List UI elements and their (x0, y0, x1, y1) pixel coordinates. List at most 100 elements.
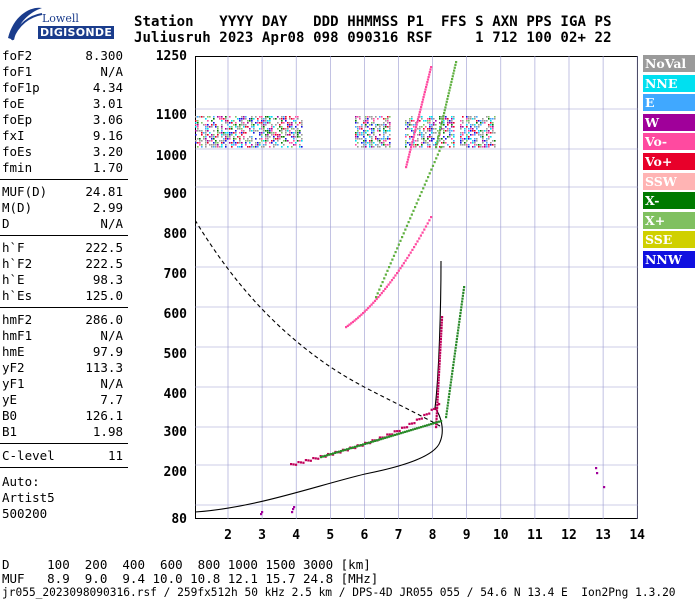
legend-item: SSE (643, 231, 695, 249)
echo-noise (389, 124, 391, 126)
ordinary-echo-point (440, 332, 443, 335)
extraordinary-multihop-point (399, 239, 402, 242)
echo-noise (486, 116, 488, 118)
echo-noise (247, 120, 249, 122)
param-row: C-level 11 (2, 448, 123, 464)
echo-noise (413, 124, 415, 126)
echo-noise (199, 130, 201, 132)
echo-noise (235, 124, 237, 126)
echo-noise (494, 140, 496, 142)
echo-noise (265, 134, 267, 136)
param-value: 125.0 (85, 288, 123, 303)
x-tick-label: 2 (224, 528, 232, 543)
extraordinary-multihop-point (438, 131, 441, 135)
echo-noise (355, 138, 357, 140)
echo-noise (443, 120, 445, 122)
echo-noise (297, 132, 299, 134)
echo-noise (439, 128, 441, 130)
echo-noise (273, 118, 275, 120)
extraordinary-echo-point (450, 378, 453, 381)
echo-noise (293, 140, 295, 142)
echo-noise (451, 138, 453, 140)
echo-noise (460, 144, 462, 146)
echo-noise (405, 134, 407, 136)
param-separator (0, 443, 128, 444)
echo-noise (367, 122, 369, 124)
echo-noise (357, 146, 359, 148)
echo-noise (239, 128, 241, 130)
echo-noise (283, 128, 285, 130)
ordinary-echo-point (314, 457, 317, 460)
ordinary-echo-point (435, 415, 438, 418)
extraordinary-multihop-point (447, 92, 450, 95)
extraordinary-multihop-point (438, 149, 441, 152)
echo-noise (263, 130, 265, 132)
ordinary-echo-point (436, 390, 440, 393)
echo-noise (251, 146, 253, 148)
echo-noise (460, 138, 462, 140)
echo-noise (433, 122, 435, 124)
echo-noise (367, 142, 369, 144)
e-layer-echo-point (260, 513, 263, 516)
extraordinary-echo-point (386, 436, 389, 439)
echo-noise (379, 124, 381, 126)
extraordinary-echo-point (428, 423, 431, 426)
extraordinary-multihop-point (375, 296, 378, 299)
echo-noise (355, 134, 357, 136)
ordinary-echo-point (317, 457, 320, 460)
extraordinary-echo-point (424, 424, 427, 427)
echo-noise (291, 136, 293, 138)
ordinary-multihop-point (368, 305, 371, 308)
echo-noise (411, 128, 413, 130)
echo-noise (365, 146, 367, 148)
echo-noise (474, 134, 476, 136)
echo-noise (453, 142, 455, 144)
echo-noise (482, 132, 484, 134)
echo-noise (490, 144, 492, 146)
echo-noise (227, 134, 229, 136)
echo-noise (462, 132, 464, 134)
echo-noise (277, 138, 279, 140)
param-label: h`F (2, 240, 25, 255)
echo-noise (484, 120, 486, 122)
echo-noise (277, 134, 279, 136)
ordinary-multihop-point (392, 276, 395, 279)
echo-noise (371, 136, 373, 138)
extraordinary-multihop-point (440, 123, 443, 126)
echo-noise (361, 124, 363, 126)
extraordinary-multihop-point (445, 103, 448, 106)
echo-noise (419, 120, 421, 122)
echo-noise (261, 132, 263, 134)
ordinary-echo-point (436, 406, 439, 409)
extraordinary-echo-point (440, 420, 443, 423)
echo-noise (267, 116, 269, 118)
ordinary-echo-point (440, 324, 443, 327)
echo-noise (443, 128, 445, 130)
legend-item: SSW (643, 172, 695, 190)
echo-noise (379, 138, 381, 140)
echo-noise (265, 138, 267, 140)
echo-noise (365, 126, 367, 128)
echo-noise (247, 126, 249, 128)
echo-noise (365, 122, 367, 124)
ordinary-echo-point (403, 426, 406, 429)
echo-noise (371, 122, 373, 124)
echo-noise (387, 120, 389, 122)
echo-noise (261, 120, 263, 122)
ordinary-echo-point (435, 426, 438, 429)
ordinary-echo-point (438, 371, 441, 374)
param-label: foE (2, 96, 25, 111)
echo-noise (451, 126, 453, 128)
echo-noise (365, 116, 367, 118)
ordinary-echo-point (439, 349, 442, 352)
echo-noise (411, 136, 413, 138)
y-tick-label: 900 (163, 187, 187, 202)
ordinary-echo-point (302, 461, 305, 464)
echo-noise (423, 140, 425, 142)
echo-noise (476, 128, 478, 130)
echo-noise (199, 138, 201, 140)
param-label: D (2, 216, 10, 231)
extraordinary-echo-point (457, 323, 460, 326)
echo-noise (460, 142, 462, 144)
echo-noise (209, 136, 211, 138)
